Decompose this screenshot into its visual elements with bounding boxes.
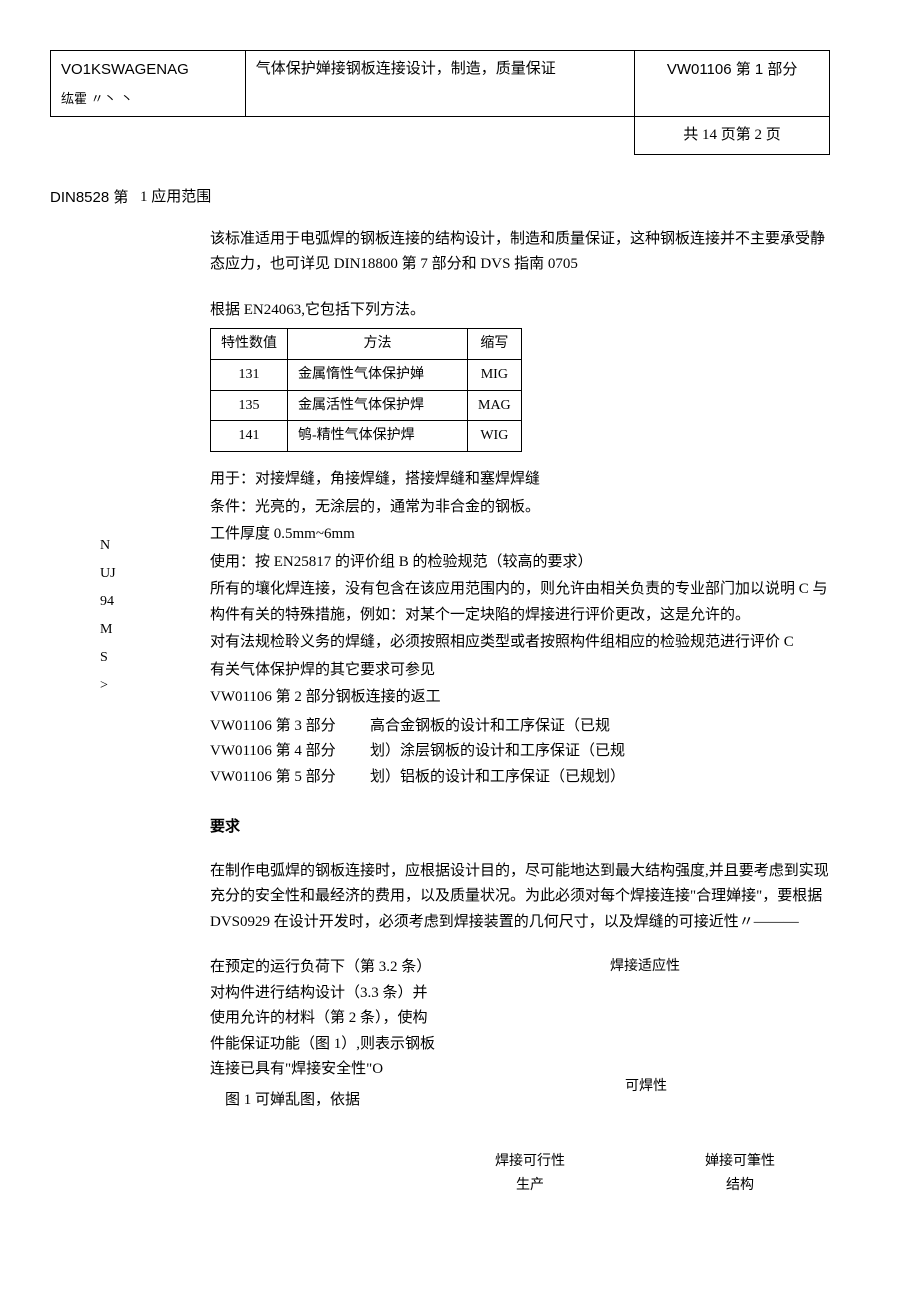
table-row: 131 金属惰性气体保护婵 MIG: [211, 359, 522, 390]
org-sub: 纮霍 〃丶 丶: [61, 88, 235, 110]
parts-row: VW01106 第 4 部分 划）涂层钢板的设计和工序保证（已规: [210, 739, 830, 765]
org-name: VO1KSWAGENAG: [61, 57, 235, 83]
page-info-cell: 共 14 页第 2 页: [635, 116, 830, 155]
margin-line: >: [100, 672, 116, 700]
parts-label: VW01106 第 3 部分: [210, 714, 370, 740]
requirements-title: 要求: [210, 815, 830, 841]
usage-line: 有关气体保护焊的其它要求可参见: [210, 658, 830, 684]
methods-table: 特性数值 方法 缩写 131 金属惰性气体保护婵 MIG 135 金属活性气体保…: [210, 328, 522, 452]
usage-line: 用于：对接焊缝，角接焊缝，搭接焊缝和塞焊焊缝: [210, 467, 830, 493]
parts-row: VW01106 第 5 部分 划）铝板的设计和工序保证（已规划）: [210, 765, 830, 791]
col-header-abbr: 缩写: [468, 329, 522, 360]
margin-line: 94: [100, 588, 116, 616]
node-line: 婵接可筆性: [705, 1150, 775, 1174]
bottom-left-text: 在预定的运行负荷下（第 3.2 条）对构件进行结构设计（3.3 条）并使用允许的…: [210, 955, 440, 1083]
parts-list: VW01106 第 3 部分 高合金钢板的设计和工序保证（已规 VW01106 …: [210, 714, 830, 791]
cell-method: 鸲-精性气体保护焊: [288, 421, 468, 452]
parts-desc: 划）铝板的设计和工序保证（已规划）: [370, 765, 830, 791]
section-1-header: DIN8528 第 1 应用范围: [50, 185, 830, 212]
din-ref: DIN8528 第: [50, 189, 128, 206]
col-header-method: 方法: [288, 329, 468, 360]
usage-line: 对有法规检聆义务的焊缝，必须按照相应类型或者按照构件组相应的检验规范进行评价 C: [210, 630, 830, 656]
cell-abbr: WIG: [468, 421, 522, 452]
document-header-table: VO1KSWAGENAG 纮霍 〃丶 丶 气体保护婵接钢板连接设计，制造，质量保…: [50, 50, 830, 117]
diagram-node-bottom-left: 焊接可行性 生产: [495, 1150, 565, 1198]
node-line: 生产: [495, 1174, 565, 1198]
usage-line: VW01106 第 2 部分钢板连接的返工: [210, 685, 830, 711]
usage-line: 使用：按 EN25817 的评价组 B 的检验规范（较高的要求）: [210, 550, 830, 576]
methods-table-container: 特性数值 方法 缩写 131 金属惰性气体保护婵 MIG 135 金属活性气体保…: [210, 328, 830, 452]
margin-note: N UJ 94 M S >: [100, 532, 116, 700]
margin-line: UJ: [100, 560, 116, 588]
header-doc-num-cell: VW01106 第 1 部分: [635, 51, 830, 117]
header-org-cell: VO1KSWAGENAG 纮霍 〃丶 丶: [51, 51, 246, 117]
cell-abbr: MAG: [468, 390, 522, 421]
usage-line: 所有的壤化焊连接，没有包含在该应用范围内的，则允许由相关负责的专业部门加以说明 …: [210, 577, 830, 628]
spacer-cell: [50, 116, 635, 155]
requirements-para: 在制作电弧焊的钢板连接时，应根据设计目的，尽可能地达到最大结构强度,并且要考虑到…: [210, 859, 830, 936]
section-1-title: 1 应用范围: [140, 185, 211, 211]
cell-method: 金属活性气体保护焊: [288, 390, 468, 421]
diagram-node-bottom-right: 婵接可筆性 结构: [705, 1150, 775, 1198]
figure-caption: 图 1 可婵乱图，依据: [225, 1088, 830, 1114]
diagram-node-top: 焊接适应性: [610, 955, 680, 979]
parts-row: VW01106 第 3 部分 高合金钢板的设计和工序保证（已规: [210, 714, 830, 740]
parts-desc: 划）涂层钢板的设计和工序保证（已规: [370, 739, 830, 765]
cell-value: 131: [211, 359, 288, 390]
table-row: 135 金属活性气体保护焊 MAG: [211, 390, 522, 421]
cell-value: 141: [211, 421, 288, 452]
section-1-para-2: 根据 EN24063,它包括下列方法。: [210, 298, 830, 324]
bottom-section: 在预定的运行负荷下（第 3.2 条）对构件进行结构设计（3.3 条）并使用允许的…: [210, 955, 830, 1083]
node-line: 焊接可行性: [495, 1150, 565, 1174]
header-title-cell: 气体保护婵接钢板连接设计，制造，质量保证: [245, 51, 635, 117]
parts-desc: 高合金钢板的设计和工序保证（已规: [370, 714, 830, 740]
margin-line: N: [100, 532, 116, 560]
table-header-row: 特性数值 方法 缩写: [211, 329, 522, 360]
cell-method: 金属惰性气体保护婵: [288, 359, 468, 390]
col-header-value: 特性数值: [211, 329, 288, 360]
table-row: 141 鸲-精性气体保护焊 WIG: [211, 421, 522, 452]
parts-label: VW01106 第 4 部分: [210, 739, 370, 765]
parts-label: VW01106 第 5 部分: [210, 765, 370, 791]
cell-abbr: MIG: [468, 359, 522, 390]
margin-line: S: [100, 644, 116, 672]
margin-line: M: [100, 616, 116, 644]
usage-line: 工件厚度 0.5mm~6mm: [210, 522, 830, 548]
diagram-node-mid: 可焊性: [625, 1075, 667, 1099]
usage-section: N UJ 94 M S > 用于：对接焊缝，角接焊缝，搭接焊缝和塞焊焊缝 条件：…: [50, 467, 830, 935]
usage-text-block: 用于：对接焊缝，角接焊缝，搭接焊缝和塞焊焊缝 条件：光亮的，无涂层的，通常为非合…: [210, 467, 830, 935]
cell-value: 135: [211, 390, 288, 421]
section-1-para-1: 该标准适用于电弧焊的钢板连接的结构设计，制造和质量保证，这种钢板连接并不主要承受…: [210, 227, 830, 278]
page-num-table: 共 14 页第 2 页: [50, 116, 830, 156]
node-line: 结构: [705, 1174, 775, 1198]
usage-line: 条件：光亮的，无涂层的，通常为非合金的钢板。: [210, 495, 830, 521]
diagram-area: 焊接适应性 可焊性 焊接可行性 生产 婵接可筆性 结构: [440, 955, 830, 1083]
